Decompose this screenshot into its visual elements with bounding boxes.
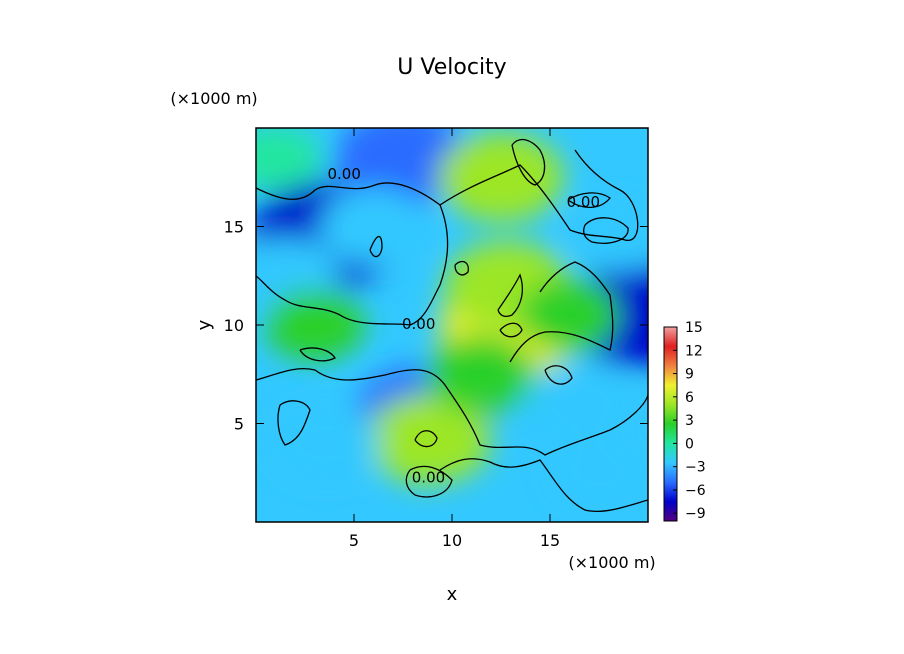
contour-label: 0.00 <box>567 193 600 211</box>
contour-line <box>277 400 311 446</box>
field-feature <box>548 436 648 509</box>
contour-line <box>256 368 648 456</box>
y-unit-label: (×1000 m) <box>170 89 257 108</box>
field-feature <box>365 394 492 485</box>
contour-line <box>567 192 611 208</box>
field-feature <box>519 279 620 352</box>
colorbar-scale <box>663 326 678 522</box>
contour-line <box>256 182 449 326</box>
contour-line <box>511 138 546 186</box>
x-tick-label: 10 <box>442 531 462 550</box>
colorbar-tick-label: 9 <box>685 367 694 383</box>
contour-line <box>583 217 629 244</box>
colorbar-tick-label: 6 <box>685 390 694 406</box>
y-tick-label: 15 <box>224 218 244 237</box>
contour-labels: 0.00 0.00 0.00 0.00 <box>327 165 600 486</box>
field-feature <box>568 200 648 273</box>
contour-line <box>544 365 573 385</box>
x-tick-label: 5 <box>349 531 359 550</box>
field-feature <box>270 404 380 483</box>
field-feature <box>438 132 564 223</box>
colorbar-tick-label: −9 <box>685 506 706 522</box>
colorbar-tick-label: −6 <box>685 483 706 499</box>
colorbar-tick-label: 12 <box>685 343 703 359</box>
y-axis-label: y <box>194 319 215 330</box>
field-feature <box>335 128 471 206</box>
colorbar: 15 12 9 6 3 0 −3 −6 −9 <box>663 320 706 522</box>
y-axis: 5 10 15 <box>224 218 648 434</box>
colorbar-tick-label: 0 <box>685 436 694 452</box>
contour-line <box>509 261 614 363</box>
contour-line <box>405 465 453 498</box>
y-tick-label: 5 <box>234 415 244 434</box>
contour-label: 0.00 <box>412 469 445 487</box>
contour-label: 0.00 <box>402 315 435 333</box>
colorbar-ticks: 15 12 9 6 3 0 −3 −6 −9 <box>673 320 706 522</box>
velocity-field <box>256 128 648 509</box>
x-unit-label: (×1000 m) <box>568 553 655 572</box>
contour-line <box>454 260 469 276</box>
colorbar-tick-label: −3 <box>685 460 706 476</box>
plot-area: 0.00 0.00 0.00 0.00 <box>256 128 648 522</box>
colorbar-tick-label: 3 <box>685 413 694 429</box>
zero-contours <box>256 138 648 512</box>
contour-line <box>439 458 648 512</box>
field-feature <box>264 289 366 361</box>
contour-line <box>299 347 336 362</box>
x-axis-label: x <box>447 584 458 605</box>
x-tick-label: 15 <box>540 531 560 550</box>
chart-title: U Velocity <box>397 55 506 80</box>
contour-line <box>497 273 523 317</box>
x-axis: 5 10 15 <box>349 128 560 550</box>
contour-label: 0.00 <box>327 165 360 183</box>
field-feature <box>319 187 429 266</box>
colorbar-tick-label: 15 <box>685 320 703 336</box>
contour-line <box>369 235 383 258</box>
field-feature <box>426 335 536 414</box>
contour-line <box>499 322 523 338</box>
contour-line <box>439 149 639 241</box>
contour-line <box>414 430 438 448</box>
field-feature <box>256 128 322 191</box>
field-feature <box>524 364 635 443</box>
y-tick-label: 10 <box>224 316 244 335</box>
